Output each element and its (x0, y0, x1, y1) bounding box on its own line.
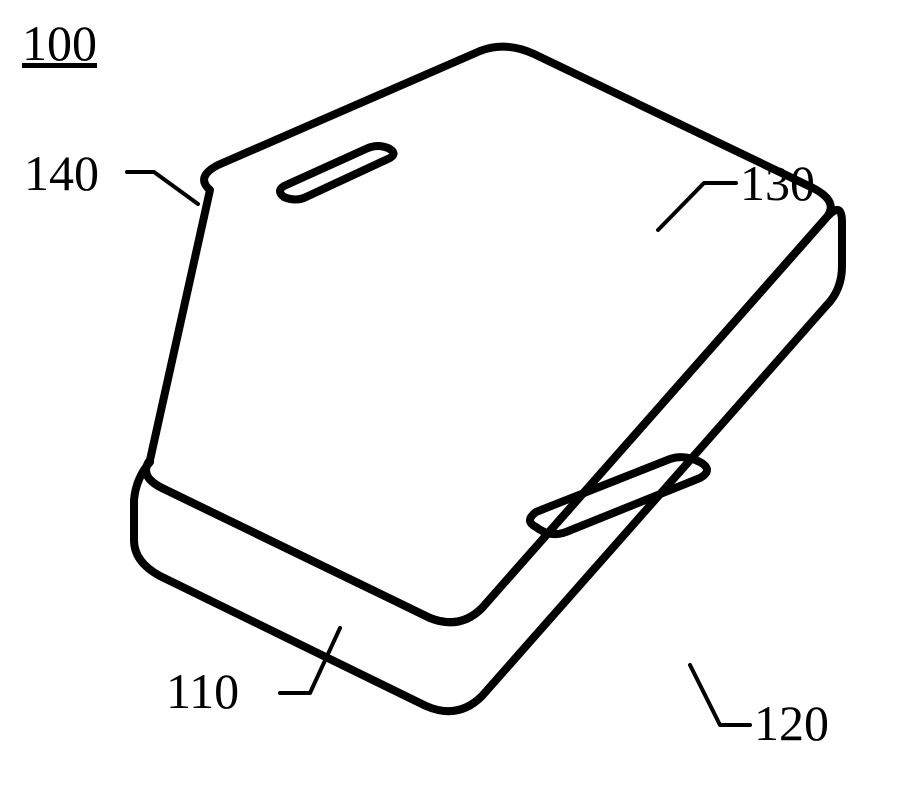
label-140: 140 (24, 145, 99, 201)
leader-120 (690, 665, 750, 725)
leader-140 (127, 172, 198, 204)
leader-130 (658, 183, 736, 230)
label-110: 110 (166, 663, 239, 719)
label-130: 130 (740, 155, 815, 211)
base-side (134, 210, 842, 711)
device-diagram: 100 110 120 130 140 (0, 0, 904, 796)
label-120: 120 (754, 695, 829, 751)
device-body (134, 47, 842, 712)
slot-upper (280, 146, 394, 200)
label-100: 100 (22, 15, 97, 71)
reference-labels: 100 110 120 130 140 (22, 15, 829, 751)
top-face (146, 47, 831, 623)
leader-lines (127, 172, 750, 725)
